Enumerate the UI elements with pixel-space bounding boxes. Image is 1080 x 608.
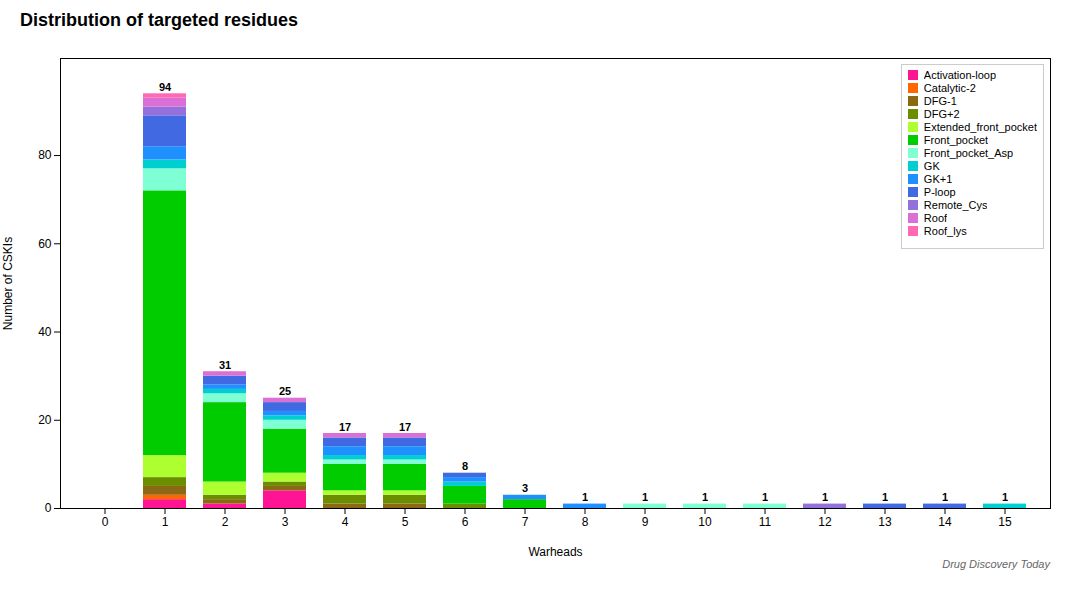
html-text:Roof: Roof (923, 212, 948, 224)
svg-text:1: 1 (882, 491, 888, 503)
svg-text:1: 1 (942, 491, 948, 503)
svg-text:7: 7 (522, 515, 529, 529)
svg-text:1: 1 (162, 515, 169, 529)
svg-text:6: 6 (462, 515, 469, 529)
svg-text:8: 8 (462, 460, 468, 472)
html-text:Activation-loop: Activation-loop (923, 69, 996, 81)
svg-text:Warheads: Warheads (528, 545, 582, 559)
svg-text:1: 1 (1002, 491, 1008, 503)
html-text:Distribution of targeted resid: Distribution of targeted residues (20, 10, 298, 30)
svg-text:5: 5 (402, 515, 409, 529)
svg-text:40: 40 (38, 325, 52, 339)
svg-text:2: 2 (222, 515, 229, 529)
svg-text:3: 3 (282, 515, 289, 529)
svg-text:1: 1 (762, 491, 768, 503)
html-text:P-loop: P-loop (923, 186, 956, 198)
svg-text:13: 13 (878, 515, 892, 529)
svg-text:15: 15 (998, 515, 1012, 529)
svg-text:1: 1 (582, 491, 588, 503)
svg-text:0: 0 (102, 515, 109, 529)
svg-text:31: 31 (219, 359, 231, 371)
html-text:GK: GK (923, 160, 940, 172)
svg-text:60: 60 (38, 237, 52, 251)
html-text:Roof_lys: Roof_lys (923, 225, 967, 237)
svg-text:94: 94 (159, 81, 172, 93)
svg-text:17: 17 (399, 421, 411, 433)
html-text:GK+1: GK+1 (923, 173, 953, 185)
svg-text:8: 8 (582, 515, 589, 529)
svg-text:17: 17 (339, 421, 351, 433)
svg-text:80: 80 (38, 148, 52, 162)
html-text:Remote_Cys: Remote_Cys (923, 199, 988, 211)
html-text:Catalytic-2: Catalytic-2 (923, 82, 976, 94)
svg-text:9: 9 (642, 515, 649, 529)
svg-text:14: 14 (938, 515, 952, 529)
html-text:Drug Discovery Today: Drug Discovery Today (942, 558, 1050, 570)
svg-text:11: 11 (759, 515, 772, 529)
svg-text:0: 0 (45, 501, 52, 515)
svg-text:4: 4 (342, 515, 349, 529)
html-text:Front_pocket: Front_pocket (923, 134, 989, 146)
html-text:Extended_front_pocket: Extended_front_pocket (923, 121, 1037, 133)
svg-text:1: 1 (702, 491, 708, 503)
svg-text:1: 1 (642, 491, 648, 503)
html-text:DFG-1: DFG-1 (923, 95, 957, 107)
svg-text:20: 20 (38, 413, 52, 427)
svg-text:12: 12 (818, 515, 832, 529)
html-text:Front_pocket_Asp: Front_pocket_Asp (923, 147, 1014, 159)
svg-text:10: 10 (698, 515, 712, 529)
html-text:DFG+2: DFG+2 (923, 108, 960, 120)
svg-text:Number of CSKIs: Number of CSKIs (1, 237, 15, 330)
svg-text:3: 3 (522, 482, 528, 494)
svg-text:1: 1 (822, 491, 828, 503)
svg-text:25: 25 (279, 385, 291, 397)
